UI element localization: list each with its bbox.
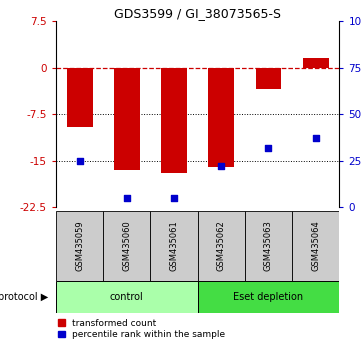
Bar — [198, 281, 339, 313]
Legend: transformed count, percentile rank within the sample: transformed count, percentile rank withi… — [57, 318, 226, 340]
Text: GSM435061: GSM435061 — [170, 221, 179, 272]
Bar — [303, 58, 329, 68]
Text: GSM435059: GSM435059 — [75, 221, 84, 272]
Title: GDS3599 / GI_38073565-S: GDS3599 / GI_38073565-S — [114, 7, 281, 20]
Text: protocol ▶: protocol ▶ — [0, 292, 49, 302]
Bar — [103, 211, 151, 281]
Point — [124, 195, 130, 201]
Bar — [245, 211, 292, 281]
Bar — [161, 68, 187, 173]
Bar — [56, 211, 103, 281]
Bar — [198, 211, 245, 281]
Text: Eset depletion: Eset depletion — [234, 292, 304, 302]
Point — [218, 163, 224, 169]
Text: GSM435064: GSM435064 — [311, 221, 320, 272]
Bar — [208, 68, 234, 167]
Point — [313, 136, 319, 141]
Point — [266, 145, 271, 150]
Bar — [114, 68, 140, 170]
Point — [171, 195, 177, 201]
Bar — [151, 211, 198, 281]
Bar — [56, 281, 198, 313]
Text: control: control — [110, 292, 144, 302]
Bar — [256, 68, 282, 89]
Text: GSM435060: GSM435060 — [122, 221, 131, 272]
Bar — [292, 211, 339, 281]
Text: GSM435062: GSM435062 — [217, 221, 226, 272]
Point — [77, 158, 82, 164]
Text: GSM435063: GSM435063 — [264, 221, 273, 272]
Bar — [66, 68, 92, 126]
